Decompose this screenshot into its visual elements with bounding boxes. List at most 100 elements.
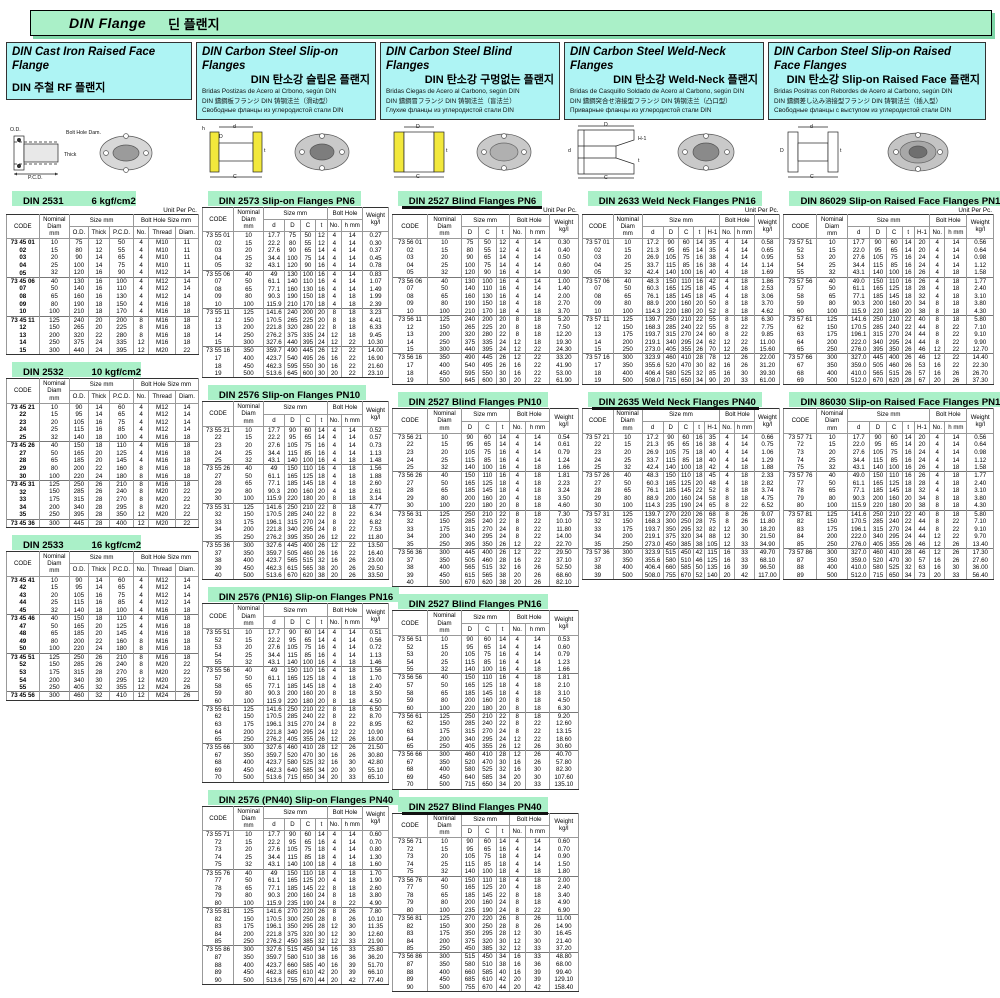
cell-value: 250 xyxy=(284,502,301,511)
cell-value: 210 xyxy=(108,652,135,662)
cell-value: 22 xyxy=(944,323,968,331)
cell-value: 165 xyxy=(284,674,301,683)
cell-code: 77 xyxy=(783,479,818,488)
cell-value: 14 xyxy=(175,292,199,301)
cell-value: 60 xyxy=(478,837,497,846)
cell-value: 715 xyxy=(284,774,301,783)
table-row: 24 25 34.4 115 85 16 4 14 1.13 xyxy=(201,449,389,457)
label-C: C xyxy=(416,173,420,180)
cell-value: 105 xyxy=(460,448,480,457)
cell-value: 22 xyxy=(944,353,968,362)
cell-value: 56.40 xyxy=(966,571,994,580)
cell-value: 18 xyxy=(495,853,510,861)
cell-value: 4 xyxy=(326,861,343,870)
cell-value: 22 xyxy=(733,502,756,511)
cell-value: 22 xyxy=(341,526,364,534)
cell-value: 520 xyxy=(869,556,887,564)
cell-value: 44 xyxy=(913,330,931,339)
cell-code: 32 xyxy=(391,517,429,526)
cell-value: 660 xyxy=(662,563,679,572)
column-subheader: No. xyxy=(326,615,343,630)
cell-value: 22 xyxy=(733,330,756,339)
cell-value: 26 xyxy=(495,548,510,557)
cell-value: 1.81 xyxy=(548,673,579,682)
unit-per-piece-label: Unit Per Pc. xyxy=(744,206,779,214)
cell-value: 3.74 xyxy=(754,487,781,495)
cell-value: 620 xyxy=(885,376,903,386)
cell-code: 10 xyxy=(6,308,40,317)
cell-value: 115 xyxy=(704,548,721,557)
cell-value: 406.4 xyxy=(641,369,664,377)
cell-value: 65 xyxy=(38,457,71,465)
cell-value: 40 xyxy=(427,276,462,285)
cell-value: 150 xyxy=(233,316,264,324)
cell-value: 14 xyxy=(733,261,756,270)
cell-value: 196.1 xyxy=(262,518,286,527)
column-subheader: d xyxy=(641,225,664,240)
cell-value: 8 xyxy=(133,331,150,340)
cell-value: 0.64 xyxy=(966,246,994,255)
data-table: CODE Nominal Diam mm Size mm Bolt Hole Weight k… xyxy=(783,213,994,386)
cell-value: 10 xyxy=(233,628,264,637)
cell-value: 34 xyxy=(901,571,915,580)
table-row: 39 500 508.0 755 670 52 140 20 42 117.00 xyxy=(581,571,781,580)
cell-value: 8 xyxy=(719,487,735,495)
table-row: 04 25 100 14 75 4 M10 11 xyxy=(6,261,199,270)
cell-value: 34 xyxy=(913,300,931,308)
cell-value: 20 xyxy=(612,254,643,262)
cell-value: 440 xyxy=(460,346,480,354)
cell-value: 276.2 xyxy=(262,331,286,340)
cell-value: 30 xyxy=(524,937,550,946)
cell-code: 55 xyxy=(6,684,40,692)
cell-value: 22.2 xyxy=(262,636,286,644)
cell-value: 3.06 xyxy=(754,292,781,301)
table-row: 52 15 95 65 14 4 14 0.60 xyxy=(391,643,579,651)
cell-value: 300 xyxy=(284,915,301,923)
cell-value: 225 xyxy=(299,316,317,324)
cell-value: 40 xyxy=(427,471,462,480)
table-row: 88 400 423.7 660 585 40 16 39 51.70 xyxy=(201,961,389,969)
cell-value: 95 xyxy=(284,838,301,847)
cell-value: 405 xyxy=(284,735,301,744)
cell-value: 18 xyxy=(944,300,968,308)
table-row: 73 56 56 40 150 110 16 4 18 1.81 xyxy=(391,673,579,682)
cell-value: 4 xyxy=(133,449,150,458)
cell-value: 110 xyxy=(885,276,903,285)
cell-value: 240 xyxy=(69,315,89,324)
column-subheader: t xyxy=(693,225,706,240)
cell-value: 196.1 xyxy=(262,720,286,729)
cell-value: 18 xyxy=(733,479,756,488)
cell-value: 200 xyxy=(69,637,89,646)
cell-value: 2.82 xyxy=(754,479,781,488)
column-subheader: H-1 xyxy=(913,225,931,240)
table-row: 82 150 170.5 285 240 22 44 8 22 7.10 xyxy=(783,517,994,526)
table-row: 73 20 27.6 105 75 16 24 4 14 0.98 xyxy=(783,448,994,457)
cell-code: 23 xyxy=(201,441,235,450)
cell-value: 180 xyxy=(478,704,497,713)
cell-value: 22 xyxy=(315,884,328,893)
cell-value: 640 xyxy=(284,766,301,775)
cell-value: 450 xyxy=(233,766,264,775)
cell-value: 22 xyxy=(341,720,364,729)
cell-value: 22 xyxy=(525,369,550,377)
cell-value: 26 xyxy=(87,488,110,496)
cell-value: 8 xyxy=(133,637,150,646)
cell-value: 1.06 xyxy=(754,448,781,457)
cell-value: 75 xyxy=(885,448,903,457)
cell-value: 4 xyxy=(326,651,343,660)
table-row: 25 32 43.1 140 100 16 4 18 1.48 xyxy=(201,456,389,465)
label-t: t xyxy=(638,157,640,164)
cell-value: 80 xyxy=(233,487,264,496)
cell-value: 24 xyxy=(692,494,706,503)
table-row: 62 150 285 240 22 8 22 12.60 xyxy=(391,720,579,728)
table-row: 55 32 140 100 16 4 18 1.66 xyxy=(391,666,579,674)
cell-value: 110 xyxy=(299,666,317,675)
cell-value: 16 xyxy=(326,945,343,954)
cell-value: 4 xyxy=(133,630,150,638)
cell-value: 18 xyxy=(733,494,756,503)
data-table: CODE Nominal Diam mm Size mm Bolt Hole Weight k… xyxy=(201,805,389,985)
cell-value: 125 xyxy=(427,711,462,721)
cell-value: 18 xyxy=(901,284,915,293)
table-row: 73 57 06 40 48.3 150 110 16 42 4 18 1.86 xyxy=(581,276,781,285)
cell-value: 7.80 xyxy=(362,907,389,916)
